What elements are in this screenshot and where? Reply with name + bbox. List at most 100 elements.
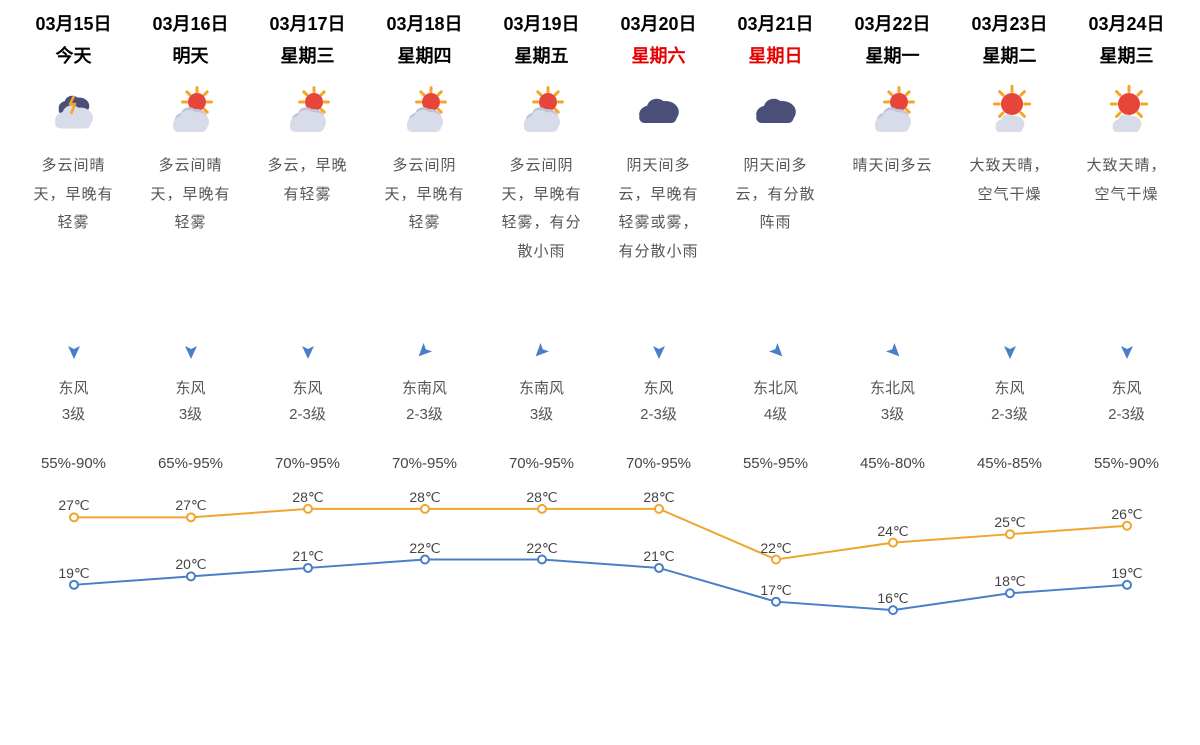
low-temp-label: 16℃: [877, 590, 908, 607]
wind-level: 4级: [764, 402, 787, 428]
date-label: 03月21日: [737, 10, 813, 36]
temp-point: [1006, 530, 1014, 538]
day-of-week: 星期六: [632, 42, 686, 68]
wind-direction: 东南风: [519, 376, 564, 402]
day-of-week: 星期一: [866, 42, 920, 68]
wind-direction: 东南风: [402, 376, 447, 402]
wind-arrow-icon: [179, 338, 203, 362]
low-temp-label: 21℃: [292, 548, 323, 565]
weather-icon: [982, 82, 1038, 138]
low-temp-label: 17℃: [760, 582, 791, 599]
temp-point: [889, 606, 897, 614]
wind-arrow-icon: [530, 338, 554, 362]
wind-level: 2-3级: [406, 402, 443, 428]
high-temp-label: 25℃: [994, 514, 1025, 531]
wind-direction: 东风: [58, 376, 88, 402]
low-temp-label: 22℃: [526, 540, 557, 557]
temp-point: [187, 572, 195, 580]
wind-level: 2-3级: [289, 402, 326, 428]
low-temp-label: 20℃: [175, 556, 206, 573]
day-column: 03月19日 星期五 多云间阴天，早晚有轻雾，有分散小雨 东南风 3级: [483, 10, 600, 427]
temp-point: [1123, 581, 1131, 589]
humidity-cell: 65%-95%: [132, 455, 249, 472]
humidity-cell: 45%-80%: [834, 455, 951, 472]
wind-direction: 东风: [643, 376, 673, 402]
temp-point: [772, 556, 780, 564]
date-label: 03月19日: [503, 10, 579, 36]
wind-level: 3级: [62, 402, 85, 428]
humidity-row: 55%-90%65%-95%70%-95%70%-95%70%-95%70%-9…: [0, 427, 1200, 472]
day-of-week: 星期日: [749, 42, 803, 68]
day-column: 03月17日 星期三 多云，早晚有轻雾 东风 2-3级: [249, 10, 366, 427]
wind-level: 2-3级: [640, 402, 677, 428]
wind-level: 2-3级: [1108, 402, 1145, 428]
temp-point: [304, 505, 312, 513]
temp-point: [772, 598, 780, 606]
high-temp-label: 28℃: [409, 489, 440, 506]
wind-direction: 东风: [292, 376, 322, 402]
humidity-cell: 70%-95%: [600, 455, 717, 472]
high-temp-label: 22℃: [760, 540, 791, 557]
high-temp-label: 24℃: [877, 523, 908, 540]
day-column: 03月16日 明天 多云间晴天，早晚有轻雾 东风 3级: [132, 10, 249, 427]
wind-arrow-icon: [296, 338, 320, 362]
weather-icon: [163, 82, 219, 138]
low-temp-label: 18℃: [994, 573, 1025, 590]
humidity-cell: 55%-90%: [15, 455, 132, 472]
wind-direction: 东风: [994, 376, 1024, 402]
wind-level: 2-3级: [991, 402, 1028, 428]
wind-level: 3级: [530, 402, 553, 428]
temperature-chart: 27℃27℃28℃28℃28℃28℃22℃24℃25℃26℃19℃20℃21℃2…: [0, 472, 1200, 642]
wind-arrow-icon: [1115, 338, 1139, 362]
temp-point: [889, 539, 897, 547]
day-column: 03月22日 星期一 晴天间多云 东北风 3级: [834, 10, 951, 427]
temp-point: [655, 564, 663, 572]
high-temp-label: 28℃: [643, 489, 674, 506]
wind-arrow-icon: [647, 338, 671, 362]
day-of-week: 明天: [173, 42, 209, 68]
date-label: 03月23日: [971, 10, 1047, 36]
date-label: 03月16日: [152, 10, 228, 36]
wind-arrow: [530, 334, 554, 366]
day-column: 03月20日 星期六 阴天间多云，早晚有轻雾或雾，有分散小雨 东风 2-3级: [600, 10, 717, 427]
temp-point: [421, 505, 429, 513]
date-label: 03月18日: [386, 10, 462, 36]
weather-icon: [748, 82, 804, 138]
low-temp-label: 22℃: [409, 540, 440, 557]
wind-arrow-icon: [998, 338, 1022, 362]
wind-direction: 东北风: [753, 376, 798, 402]
high-temp-line: [74, 509, 1127, 560]
humidity-cell: 70%-95%: [483, 455, 600, 472]
day-of-week: 星期三: [1100, 42, 1154, 68]
high-temp-label: 26℃: [1111, 506, 1142, 523]
day-column: 03月24日 星期三 大致天晴，空气干燥 东风 2-3级: [1068, 10, 1185, 427]
date-label: 03月20日: [620, 10, 696, 36]
wind-arrow: [62, 334, 86, 366]
day-column: 03月21日 星期日 阴天间多云，有分散阵雨 东北风 4级: [717, 10, 834, 427]
day-column: 03月18日 星期四 多云间阴天，早晚有轻雾 东南风 2-3级: [366, 10, 483, 427]
weather-icon: [514, 82, 570, 138]
weather-icon: [397, 82, 453, 138]
wind-arrow: [998, 334, 1022, 366]
weather-icon: [865, 82, 921, 138]
weather-desc: 多云间晴天，早晚有轻雾: [26, 152, 121, 332]
temp-point: [655, 505, 663, 513]
wind-direction: 东风: [175, 376, 205, 402]
weather-icon: [631, 82, 687, 138]
wind-arrow: [764, 334, 788, 366]
temp-point: [187, 513, 195, 521]
wind-direction: 东风: [1111, 376, 1141, 402]
weather-icon: [280, 82, 336, 138]
weather-desc: 晴天间多云: [852, 152, 932, 332]
wind-arrow: [296, 334, 320, 366]
wind-arrow-icon: [881, 338, 905, 362]
low-temp-line: [74, 560, 1127, 611]
humidity-cell: 70%-95%: [249, 455, 366, 472]
humidity-cell: 55%-95%: [717, 455, 834, 472]
date-label: 03月17日: [269, 10, 345, 36]
weather-desc: 阴天间多云，早晚有轻雾或雾，有分散小雨: [611, 152, 706, 332]
wind-arrow: [881, 334, 905, 366]
humidity-cell: 55%-90%: [1068, 455, 1185, 472]
date-label: 03月24日: [1088, 10, 1164, 36]
day-of-week: 星期五: [515, 42, 569, 68]
